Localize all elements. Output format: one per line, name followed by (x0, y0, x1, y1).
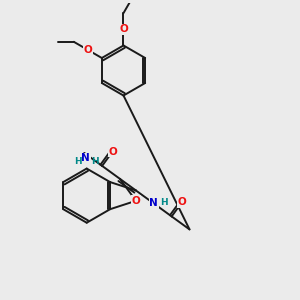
Text: H: H (74, 157, 82, 166)
Text: O: O (108, 147, 117, 157)
Text: O: O (83, 45, 92, 55)
Text: N: N (149, 198, 158, 208)
Text: O: O (178, 197, 186, 207)
Text: O: O (119, 24, 128, 34)
Text: H: H (160, 198, 167, 207)
Text: O: O (131, 196, 140, 206)
Text: H: H (91, 157, 98, 166)
Text: N: N (81, 153, 90, 163)
